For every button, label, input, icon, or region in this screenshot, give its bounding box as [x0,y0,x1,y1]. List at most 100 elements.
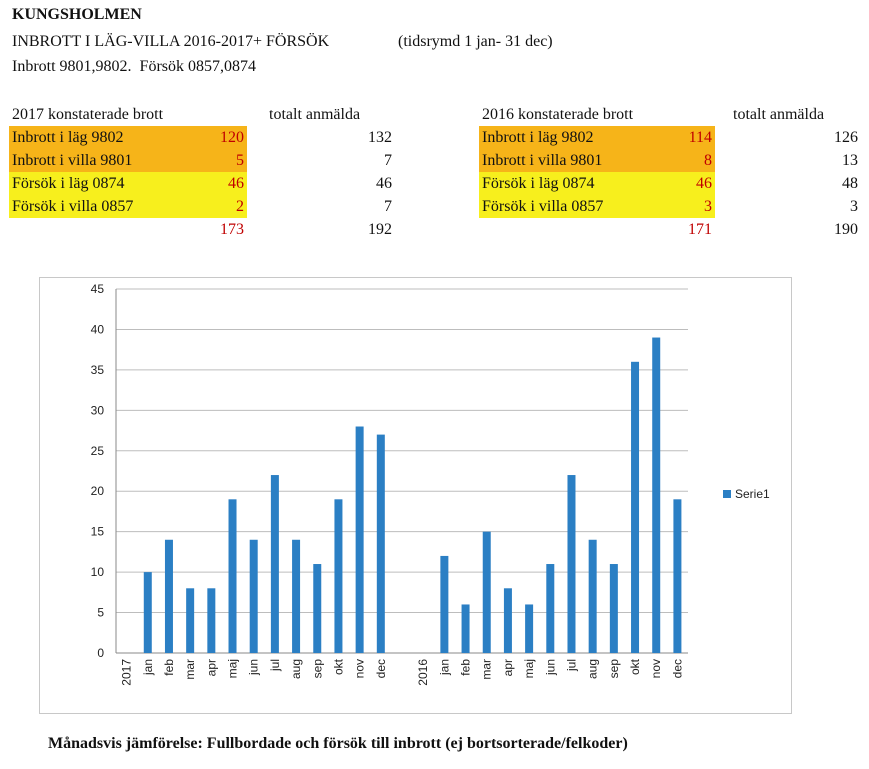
chart-caption: Månadsvis jämförelse: Fullbordade och fö… [48,735,628,752]
bar [525,604,534,653]
bar [292,539,301,653]
x-tick-label: aug [289,659,303,679]
y-tick-label: 45 [91,282,105,296]
row-value: 3 [704,198,712,215]
row-label: Inbrott i villa 9801 [479,149,715,172]
bar [228,499,237,653]
x-tick-label: aug [586,659,600,679]
document-title: KUNGSHOLMEN [12,6,142,23]
bar [186,588,195,653]
x-tick-label: jul [268,659,282,672]
row-label: Försök i läg 0874 [9,172,247,195]
x-tick-label: dec [374,659,388,678]
time-period: (tidsrymd 1 jan- 31 dec) [398,33,553,50]
x-tick-label: okt [331,658,345,675]
x-tick-label: jul [564,659,578,672]
total-heading: totalt anmälda [733,106,825,123]
row-value: 46 [696,175,712,192]
row-label: Försök i läg 0874 [479,172,715,195]
bar [143,572,152,653]
bar [461,604,470,653]
bar [567,475,576,653]
sum-total: 192 [368,221,392,238]
y-tick-label: 25 [91,444,105,458]
x-tick-label: feb [459,659,473,676]
bar [609,564,618,653]
x-tick-label: sep [607,659,621,679]
y-tick-label: 30 [91,403,105,417]
x-tick-label: mar [480,659,494,680]
table-2016: 2016 konstaterade brott totalt anmälda I… [479,106,863,246]
row-label: Försök i villa 0857 [9,195,247,218]
row-total: 48 [842,175,858,192]
y-tick-label: 20 [91,484,105,498]
legend-swatch [723,490,731,498]
row-total: 46 [376,175,392,192]
bar [673,499,682,653]
row-label: Inbrott i läg 9802 [479,126,715,149]
row-value: 2 [236,198,244,215]
x-tick-label: jan [437,659,451,676]
x-tick-label: jun [247,659,261,676]
x-tick-label: nov [649,659,663,678]
bar [503,588,512,653]
y-tick-label: 35 [91,363,105,377]
row-total: 126 [834,129,858,146]
row-value: 8 [704,152,712,169]
bar [631,361,640,653]
x-tick-label: okt [628,658,642,675]
sum-value: 171 [688,221,712,238]
row-total: 132 [368,129,392,146]
x-tick-label: dec [670,659,684,678]
x-tick-label: apr [204,659,218,676]
row-value: 114 [688,129,712,146]
bar [440,555,449,653]
y-tick-label: 10 [91,565,105,579]
table-2017: 2017 konstaterade brott totalt anmälda I… [9,106,399,246]
row-total: 13 [842,152,858,169]
bar [249,539,258,653]
row-value: 5 [236,152,244,169]
x-tick-label: sep [310,659,324,679]
bar [546,564,555,653]
x-tick-label: maj [226,659,240,678]
bar [482,531,491,653]
table-heading: 2016 konstaterade brott [482,106,634,123]
total-heading: totalt anmälda [269,106,361,123]
bar [652,337,661,653]
table-heading: 2017 konstaterade brott [12,106,164,123]
y-tick-label: 15 [91,525,105,539]
bar [207,588,216,653]
x-tick-label: 2016 [416,659,430,686]
row-total: 3 [850,198,858,215]
x-tick-label: nov [353,659,367,678]
y-tick-label: 40 [91,322,105,336]
bar-chart: 0 5 10 15 20 25 30 35 40 45 2017 jan feb mar apr maj jun… [39,277,792,714]
row-label: Inbrott i villa 9801 [9,149,247,172]
bar [270,475,279,653]
sum-total: 190 [834,221,858,238]
crime-codes: Inbrott 9801,9802. Försök 0857,0874 [12,58,256,75]
row-total: 7 [384,152,392,169]
x-tick-label: jun [543,659,557,676]
row-total: 7 [384,198,392,215]
bar [355,426,364,653]
bar [334,499,343,653]
bar [164,539,173,653]
x-tick-label: feb [162,659,176,676]
sum-value: 173 [220,221,244,238]
x-tick-label: jan [141,659,155,676]
x-tick-label: apr [501,659,515,676]
document-subtitle: INBROTT I LÄG-VILLA 2016-2017+ FÖRSÖK [12,33,330,50]
row-value: 46 [228,175,244,192]
x-tick-label: maj [522,659,536,678]
legend-label: Serie1 [735,487,770,501]
row-label: Inbrott i läg 9802 [9,126,247,149]
bar [376,434,385,653]
y-tick-label: 5 [97,606,104,620]
row-label: Försök i villa 0857 [479,195,715,218]
bar [313,564,322,653]
x-tick-label: mar [183,659,197,680]
row-value: 120 [220,129,244,146]
